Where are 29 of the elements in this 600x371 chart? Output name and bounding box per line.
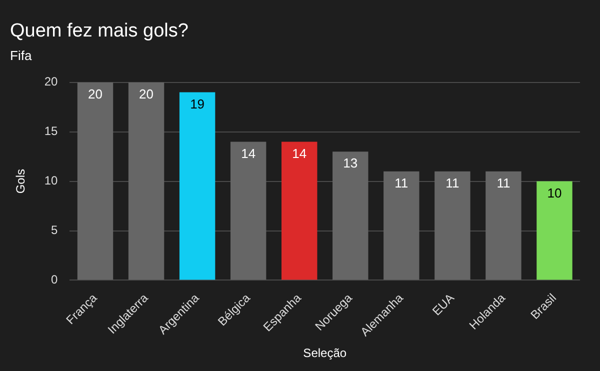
bar [128, 82, 164, 280]
data-label: 14 [241, 146, 256, 161]
bar [332, 152, 368, 280]
data-label: 11 [394, 175, 408, 190]
data-label: 13 [343, 156, 358, 171]
chart-title: Quem fez mais gols? [10, 20, 188, 42]
data-label: 11 [496, 175, 510, 190]
bar [230, 142, 266, 280]
x-axis-title: Seleção [303, 346, 347, 360]
data-label: 20 [139, 86, 154, 102]
data-label: 11 [446, 175, 460, 190]
bar [77, 82, 114, 280]
data-label: 14 [292, 146, 307, 161]
bar [486, 171, 522, 280]
y-tick-label: 5 [51, 223, 58, 238]
data-label: 19 [190, 96, 205, 112]
chart-subtitle: Fifa [10, 48, 32, 64]
bar [536, 181, 572, 280]
data-label: 20 [88, 86, 102, 102]
bar [282, 142, 318, 280]
y-tick-label: 20 [44, 74, 58, 89]
bar [434, 171, 470, 280]
y-tick-label: 15 [44, 124, 58, 138]
data-label: 10 [547, 185, 562, 200]
y-axis-title: Gols [14, 168, 28, 194]
y-tick-label: 0 [51, 272, 58, 287]
bar [179, 92, 216, 280]
bar [384, 171, 420, 280]
y-tick-label: 10 [44, 174, 58, 188]
